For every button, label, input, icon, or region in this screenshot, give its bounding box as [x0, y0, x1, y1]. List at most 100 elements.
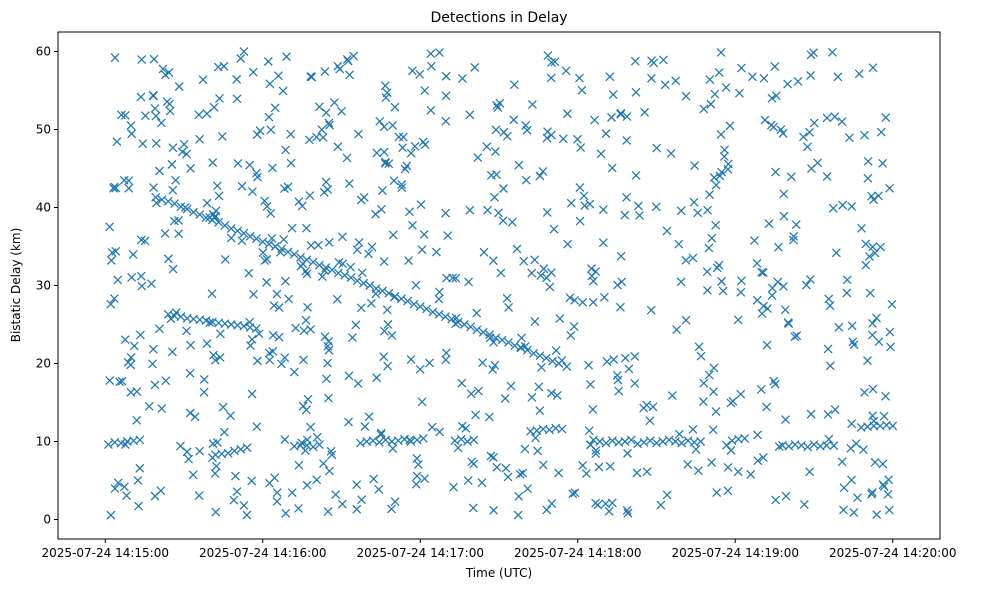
detection-marker	[878, 158, 888, 168]
detection-marker	[867, 489, 877, 499]
detection-marker	[106, 510, 116, 520]
detection-marker	[182, 447, 192, 457]
track-marker	[242, 443, 252, 453]
detection-marker	[186, 163, 195, 173]
detection-marker	[495, 98, 505, 108]
y-tick-label: 50	[36, 123, 51, 137]
detection-marker	[389, 176, 399, 186]
detection-marker	[647, 56, 657, 66]
track-marker	[189, 207, 198, 217]
detection-marker	[720, 145, 729, 155]
detection-marker	[249, 289, 258, 299]
detection-marker	[688, 424, 698, 434]
detection-marker	[550, 57, 560, 67]
detection-marker	[770, 62, 780, 71]
track-marker	[434, 309, 444, 319]
detection-marker	[834, 322, 844, 332]
detection-marker	[748, 72, 757, 82]
detection-marker	[303, 302, 312, 312]
detection-marker	[710, 89, 720, 99]
track-marker	[226, 224, 236, 234]
detection-marker	[398, 143, 408, 153]
detection-marker	[199, 375, 209, 384]
detection-marker	[805, 467, 815, 477]
detection-marker	[863, 173, 873, 183]
detection-marker	[500, 393, 510, 403]
detection-marker	[756, 385, 766, 394]
detection-marker	[412, 471, 422, 481]
track-marker	[409, 299, 419, 309]
detection-marker	[321, 177, 331, 187]
track-marker	[283, 247, 293, 257]
track-marker	[516, 343, 526, 353]
track-marker	[252, 234, 261, 244]
detection-marker	[202, 109, 212, 119]
detection-marker	[872, 313, 881, 323]
y-tick-label: 40	[36, 201, 51, 215]
detection-marker	[226, 233, 236, 243]
detection-marker	[576, 143, 586, 152]
detection-marker	[377, 186, 387, 196]
detection-marker	[547, 499, 557, 509]
detection-marker	[134, 501, 143, 511]
detection-marker	[594, 462, 604, 472]
track-marker	[245, 231, 255, 241]
detection-marker	[287, 223, 297, 233]
detection-marker	[274, 332, 284, 342]
track-marker	[296, 252, 305, 262]
detection-marker	[408, 220, 417, 230]
detection-marker	[434, 48, 444, 57]
detection-marker	[140, 111, 150, 121]
track-marker	[308, 442, 318, 452]
detection-marker	[369, 474, 379, 484]
track-marker	[163, 196, 173, 206]
detection-marker	[107, 248, 117, 258]
detection-marker	[579, 191, 589, 201]
detection-marker	[303, 394, 313, 404]
track-marker	[535, 351, 545, 361]
detection-marker	[379, 122, 389, 132]
detection-marker	[721, 82, 731, 92]
track-marker	[491, 333, 501, 343]
x-tick-label: 2025-07-24 14:16:00	[199, 546, 326, 560]
detection-marker	[185, 368, 195, 378]
detection-marker	[379, 352, 389, 362]
detection-marker	[879, 481, 889, 491]
detection-marker	[671, 76, 681, 86]
detection-marker	[488, 365, 498, 375]
detection-marker	[881, 113, 891, 122]
detection-marker	[312, 475, 322, 485]
detection-marker	[622, 112, 632, 121]
track-marker	[277, 244, 287, 254]
detection-marker	[338, 259, 348, 269]
detection-marker	[623, 508, 633, 518]
detection-marker	[683, 460, 693, 469]
track-marker	[466, 322, 476, 332]
detection-marker	[466, 389, 476, 399]
track-marker	[447, 314, 457, 324]
detection-marker	[491, 147, 500, 156]
detection-marker	[718, 286, 728, 296]
detection-marker	[783, 79, 793, 89]
track-marker	[359, 278, 368, 288]
detection-marker	[407, 66, 417, 76]
detection-marker	[411, 280, 421, 290]
detection-marker	[215, 353, 225, 362]
detection-marker	[289, 367, 299, 377]
track-marker	[541, 353, 551, 363]
track-marker	[327, 265, 337, 275]
x-tick-label: 2025-07-24 14:18:00	[514, 546, 641, 560]
detection-marker	[471, 410, 481, 420]
detection-marker	[347, 333, 357, 343]
track-marker	[529, 348, 539, 358]
detection-marker	[323, 358, 332, 368]
detection-marker	[781, 415, 790, 424]
track-marker	[176, 202, 186, 212]
detection-marker	[294, 460, 304, 470]
detection-marker	[562, 362, 572, 371]
detection-marker	[272, 488, 282, 497]
detection-marker	[479, 247, 489, 257]
detection-marker	[805, 127, 814, 137]
detection-marker	[215, 94, 224, 103]
detection-marker	[705, 75, 715, 84]
